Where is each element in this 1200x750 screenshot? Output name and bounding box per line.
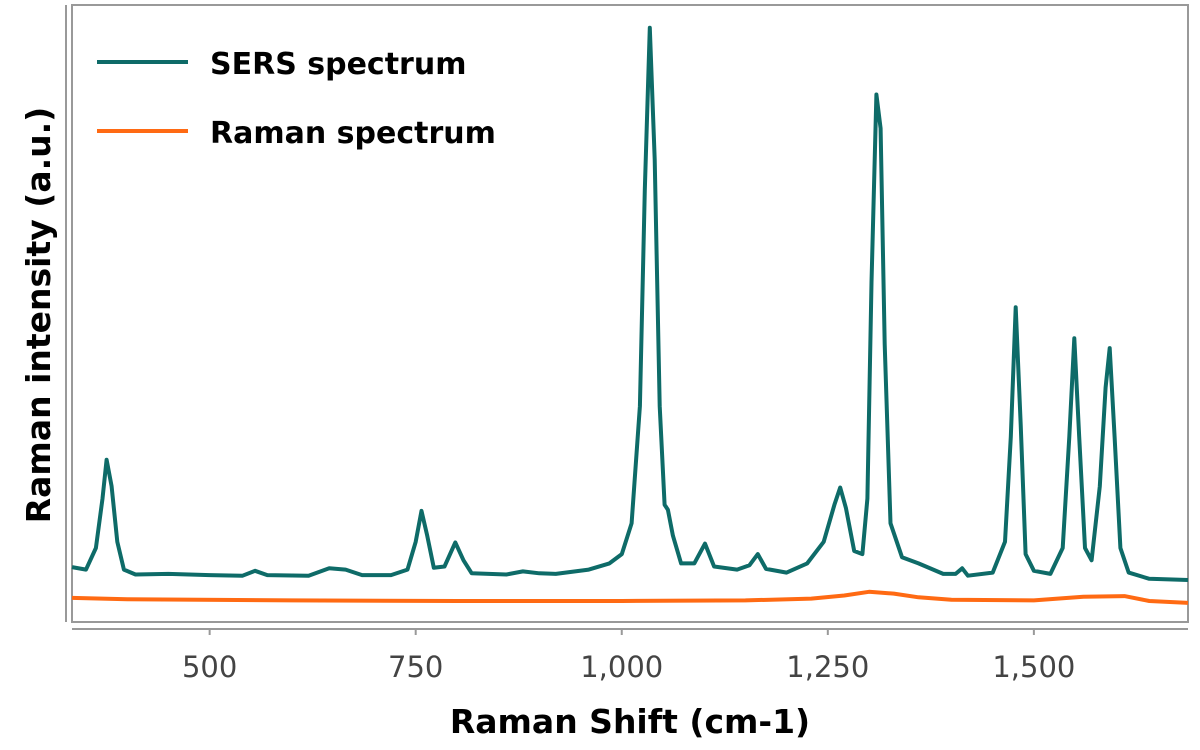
- legend: SERS spectrum Raman spectrum: [97, 47, 496, 151]
- x-tick-label: 1,000: [580, 650, 663, 684]
- series-line-sers-spectrum: [71, 25, 1189, 582]
- series-line-raman-spectrum: [71, 589, 1189, 605]
- x-axis-title: Raman Shift (cm-1): [450, 702, 810, 741]
- x-tick-label: 1,500: [992, 650, 1075, 684]
- legend-label-sers: SERS spectrum: [210, 47, 466, 82]
- x-tick-label: 500: [182, 650, 237, 684]
- x-tick-label: 750: [388, 650, 443, 684]
- x-tick-label: 1,250: [786, 650, 869, 684]
- legend-label-raman: Raman spectrum: [210, 116, 496, 151]
- y-axis-title: Raman intensity (a.u.): [19, 107, 58, 524]
- plot-area-frame: [71, 4, 1189, 623]
